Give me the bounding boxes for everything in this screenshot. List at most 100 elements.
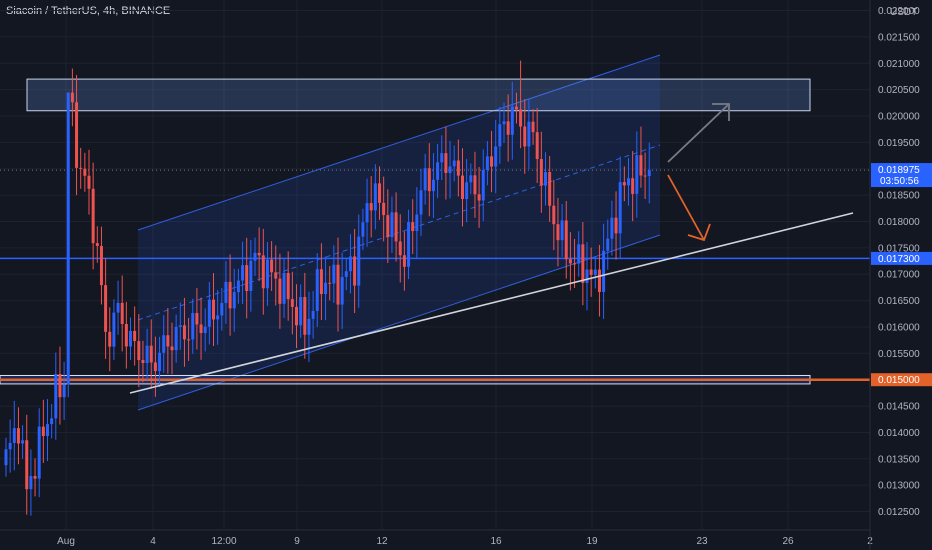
price-tick-label: 0.017500 (878, 243, 920, 254)
candle-body (245, 265, 249, 291)
horizontal-lines[interactable] (0, 169, 870, 381)
candle-body (120, 302, 124, 324)
candle-body (212, 299, 215, 320)
candle-body (440, 153, 444, 163)
candle-body (539, 159, 543, 186)
candle-body (241, 265, 245, 281)
candle-body (373, 183, 377, 211)
candles (4, 60, 651, 516)
channel-upper-line[interactable] (137, 54, 661, 231)
candle-body (340, 276, 344, 305)
candle-body (639, 155, 643, 176)
candle-body (415, 214, 419, 232)
candle-body (95, 243, 99, 246)
candle-body (502, 121, 506, 125)
bullish-arrow-head[interactable] (712, 103, 730, 121)
candle-body (199, 324, 203, 334)
candle-body (324, 282, 328, 295)
candle-body (593, 269, 597, 275)
trend-line[interactable] (129, 212, 854, 394)
price-tick-label: 0.014000 (878, 428, 920, 439)
time-tick-label: 23 (696, 536, 708, 547)
drawings[interactable] (129, 103, 854, 394)
candle-body (382, 202, 386, 216)
candle-body (108, 331, 112, 347)
support-level-tag-value: 0.017300 (878, 254, 920, 265)
candle-body (170, 346, 174, 351)
base-level-tag-value: 0.015000 (878, 375, 920, 386)
candle-body (357, 236, 361, 286)
candle-body (353, 256, 357, 286)
candle-body (498, 124, 502, 147)
candle-body (647, 170, 651, 177)
bearish-arrow-head[interactable] (687, 223, 711, 242)
candle-body (361, 222, 365, 237)
candle-body (145, 345, 149, 364)
candle-body (610, 217, 614, 239)
candle-body (191, 313, 195, 340)
candle-body (465, 182, 469, 200)
price-tick-label: 0.015500 (878, 349, 920, 360)
bearish-arrow-shaft[interactable] (667, 174, 705, 241)
candle-body (104, 285, 108, 332)
candle-body (249, 260, 253, 291)
candle-body (79, 167, 83, 169)
time-tick-label: 9 (294, 536, 300, 547)
candle-body (124, 323, 128, 347)
candle-body (133, 330, 137, 342)
candle-body (75, 102, 79, 168)
support-level-tag: 0.017300 (871, 251, 932, 265)
resistance-zone[interactable] (26, 78, 811, 112)
candle-body (506, 121, 510, 135)
candle-body (91, 188, 95, 244)
price-tick-label: 0.018500 (878, 191, 920, 202)
candle-body (66, 92, 70, 385)
candle-body (581, 244, 585, 283)
candle-body (29, 475, 33, 490)
candle-body (560, 220, 564, 241)
candle-body (469, 175, 473, 183)
bullish-arrow-shaft[interactable] (667, 103, 730, 163)
candle-body (436, 162, 440, 180)
candle-body (336, 264, 340, 305)
candle-body (635, 155, 639, 194)
candle-body (614, 217, 618, 234)
price-tick-label: 0.022000 (878, 6, 920, 17)
candle-body (162, 335, 166, 353)
candle-body (220, 302, 224, 316)
candle-body (195, 313, 199, 325)
base-level-tag-bg (871, 373, 932, 387)
candle-body (83, 168, 87, 176)
candle-body (585, 269, 589, 283)
price-tick-label: 0.016000 (878, 322, 920, 333)
candle-body (33, 475, 37, 479)
candle-body (187, 339, 191, 341)
candle-body (41, 426, 45, 437)
candle-body (398, 241, 402, 256)
candle-body (365, 203, 369, 223)
candle-body (265, 259, 269, 289)
candle-body (427, 168, 431, 192)
candle-body (12, 428, 16, 443)
candle-body (216, 315, 220, 320)
candle-body (494, 146, 498, 167)
candle-body (70, 92, 74, 103)
time-tick-label: 26 (782, 536, 794, 547)
price-tick-label: 0.013500 (878, 454, 920, 465)
candle-body (129, 330, 132, 347)
candle-body (166, 335, 170, 347)
candle-body (456, 160, 460, 176)
candle-body (448, 166, 452, 173)
base-level-tag: 0.015000 (871, 373, 932, 387)
candle-body (519, 109, 523, 127)
candle-body (531, 121, 535, 133)
candle-body (552, 205, 556, 225)
candle-body (149, 345, 153, 363)
candle-body (643, 175, 647, 177)
candle-body (423, 168, 427, 191)
candle-body (158, 352, 162, 372)
candle-body (556, 224, 560, 241)
candle-body (290, 299, 294, 307)
